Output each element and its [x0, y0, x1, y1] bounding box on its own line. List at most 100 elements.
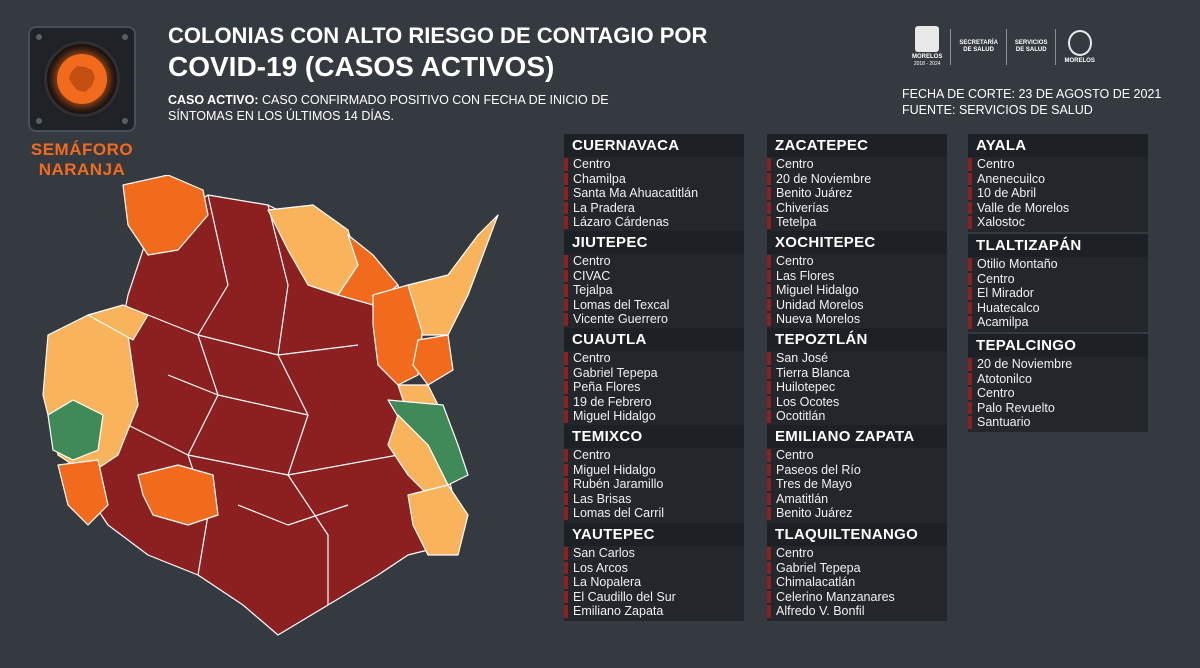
definition-text: CASO CONFIRMADO POSITIVO CON FECHA DE IN… — [168, 93, 609, 123]
list-item: Huatecalco — [968, 301, 1148, 316]
list-item: Santuario — [968, 415, 1148, 430]
morelos-logo: MORELOS 2018 - 2024 — [912, 26, 942, 68]
municipality-card: ZACATEPEC Centro 20 de Noviembre Benito … — [767, 134, 947, 232]
municipality-card: JIUTEPEC Centro CIVAC Tejalpa Lomas del … — [564, 231, 744, 329]
list-item: El Mirador — [968, 286, 1148, 301]
list-item: 19 de Febrero — [564, 395, 744, 410]
screw-icon — [122, 34, 128, 40]
list-item: El Caudillo del Sur — [564, 590, 744, 605]
municipality-name: TEPOZTLÁN — [767, 328, 947, 351]
list-item: Tres de Mayo — [767, 477, 947, 492]
municipality-card: EMILIANO ZAPATA Centro Paseos del Río Tr… — [767, 425, 947, 523]
list-item: Valle de Morelos — [968, 201, 1148, 216]
colonia-list: Centro Chamilpa Santa Ma Ahuacatitlán La… — [564, 157, 744, 232]
page-title: COLONIAS CON ALTO RIESGO DE CONTAGIO POR… — [168, 22, 848, 84]
list-item: Anenecuilco — [968, 172, 1148, 187]
list-item: Centro — [968, 386, 1148, 401]
servicios-logo: SERVICIOS DE SALUD — [1014, 40, 1048, 53]
list-item: Miguel Hidalgo — [564, 409, 744, 424]
list-item: Huilotepec — [767, 380, 947, 395]
list-item: Atotonilco — [968, 372, 1148, 387]
municipality-card: TEPOZTLÁN San José Tierra Blanca Huilote… — [767, 328, 947, 426]
list-item: Centro — [767, 448, 947, 463]
colonia-list: Centro CIVAC Tejalpa Lomas del Texcal Vi… — [564, 254, 744, 329]
flower-icon — [1067, 29, 1092, 56]
municipality-card: CUAUTLA Centro Gabriel Tepepa Peña Flore… — [564, 328, 744, 426]
list-item: Rubén Jaramillo — [564, 477, 744, 492]
list-item: 20 de Noviembre — [767, 172, 947, 187]
map-region-orange — [412, 334, 454, 386]
municipality-card: CUERNAVACA Centro Chamilpa Santa Ma Ahua… — [564, 134, 744, 232]
list-item: Chimalacatlán — [767, 575, 947, 590]
orange-light-icon — [57, 54, 107, 104]
municipality-card: TEMIXCO Centro Miguel Hidalgo Rubén Jara… — [564, 425, 744, 523]
colonia-list: Centro 20 de Noviembre Benito Juárez Chi… — [767, 157, 947, 232]
morelos-silhouette-icon — [69, 66, 95, 92]
municipality-name: EMILIANO ZAPATA — [767, 425, 947, 448]
colonia-list: San Carlos Los Arcos La Nopalera El Caud… — [564, 546, 744, 621]
list-item: Centro — [767, 157, 947, 172]
list-item: Tetelpa — [767, 215, 947, 230]
list-item: La Pradera — [564, 201, 744, 216]
municipality-name: CUAUTLA — [564, 328, 744, 351]
secretaria-logo: SECRETARÍA DE SALUD — [959, 40, 998, 53]
list-item: Xalostoc — [968, 215, 1148, 230]
logo-divider — [950, 29, 952, 65]
traffic-light-ring — [44, 41, 120, 117]
municipality-name: AYALA — [968, 134, 1148, 157]
municipality-card: YAUTEPEC San Carlos Los Arcos La Nopaler… — [564, 523, 744, 621]
municipality-name: YAUTEPEC — [564, 523, 744, 546]
screw-icon — [36, 34, 42, 40]
cutoff-date: FECHA DE CORTE: 23 DE AGOSTO DE 2021 — [902, 87, 1162, 101]
list-item: Centro — [564, 448, 744, 463]
list-item: Centro — [564, 351, 744, 366]
list-item: Benito Juárez — [767, 506, 947, 521]
municipality-card: XOCHITEPEC Centro Las Flores Miguel Hida… — [767, 231, 947, 329]
map-region-orange — [57, 459, 109, 526]
semaforo-label-line2: NARANJA — [38, 160, 126, 179]
list-item: Gabriel Tepepa — [564, 366, 744, 381]
list-item: Alfredo V. Bonfil — [767, 604, 947, 619]
list-item: Acamilpa — [968, 315, 1148, 330]
definition-term: CASO ACTIVO: — [168, 93, 259, 107]
colonia-list: Centro Gabriel Tepepa Chimalacatlán Cele… — [767, 546, 947, 621]
list-item: Chamilpa — [564, 172, 744, 187]
list-item: Peña Flores — [564, 380, 744, 395]
municipality-name: TLALTIZAPÁN — [968, 234, 1148, 257]
list-item: La Nopalera — [564, 575, 744, 590]
map-region-yellow — [407, 484, 469, 556]
institution-logos: MORELOS 2018 - 2024 SECRETARÍA DE SALUD … — [912, 24, 1162, 70]
list-item: San José — [767, 351, 947, 366]
municipality-name: TLAQUILTENANGO — [767, 523, 947, 546]
colonia-list: 20 de Noviembre Atotonilco Centro Palo R… — [968, 357, 1148, 432]
municipality-name: CUERNAVACA — [564, 134, 744, 157]
list-item: Lázaro Cárdenas — [564, 215, 744, 230]
list-item: Centro — [968, 272, 1148, 287]
municipality-name: XOCHITEPEC — [767, 231, 947, 254]
list-item: Tejalpa — [564, 283, 744, 298]
morelos-risk-map — [42, 175, 499, 636]
colonia-list: Centro Miguel Hidalgo Rubén Jaramillo La… — [564, 448, 744, 523]
semaforo-badge — [28, 26, 136, 132]
colonia-list: Otilio Montaño Centro El Mirador Huateca… — [968, 257, 1148, 332]
list-item: 10 de Abril — [968, 186, 1148, 201]
semaforo-label-line1: SEMÁFORO — [30, 140, 134, 159]
list-item: Miguel Hidalgo — [767, 283, 947, 298]
map-region-green — [47, 399, 104, 461]
map-region-yellow — [87, 304, 149, 341]
report-meta: FECHA DE CORTE: 23 DE AGOSTO DE 2021 FUE… — [902, 86, 1172, 118]
list-item: Centro — [767, 254, 947, 269]
list-item: Centro — [968, 157, 1148, 172]
list-item: Amatitlán — [767, 492, 947, 507]
title-line2: COVID-19 (CASOS ACTIVOS) — [168, 51, 555, 82]
list-item: Centro — [564, 157, 744, 172]
list-item: CIVAC — [564, 269, 744, 284]
list-item: Las Brisas — [564, 492, 744, 507]
list-item: Palo Revuelto — [968, 401, 1148, 416]
list-item: Chiverías — [767, 201, 947, 216]
list-item: Miguel Hidalgo — [564, 463, 744, 478]
municipality-card: TLAQUILTENANGO Centro Gabriel Tepepa Chi… — [767, 523, 947, 621]
colonia-list: Centro Las Flores Miguel Hidalgo Unidad … — [767, 254, 947, 329]
map-region-orange — [122, 175, 209, 256]
list-item: Centro — [767, 546, 947, 561]
